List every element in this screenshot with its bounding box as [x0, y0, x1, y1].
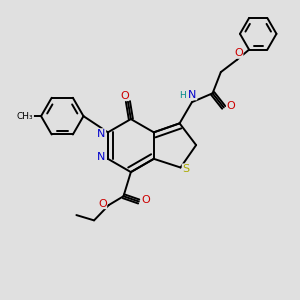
Text: O: O: [226, 101, 235, 111]
Text: O: O: [120, 91, 129, 100]
Text: S: S: [182, 164, 189, 174]
Text: N: N: [97, 152, 106, 162]
Text: CH₃: CH₃: [17, 112, 34, 121]
Text: O: O: [234, 48, 243, 58]
Text: O: O: [141, 195, 150, 205]
Text: O: O: [98, 199, 107, 208]
Text: N: N: [97, 129, 106, 139]
Text: H: H: [179, 91, 186, 100]
Text: N: N: [188, 90, 197, 100]
